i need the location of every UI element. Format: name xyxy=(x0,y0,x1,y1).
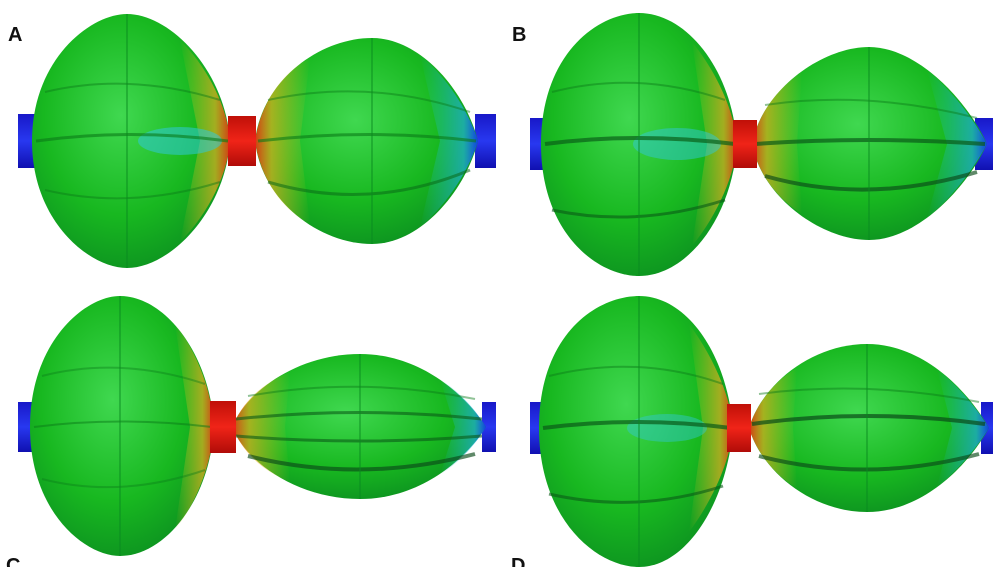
balloon-model-c xyxy=(18,296,496,556)
right-bulb xyxy=(749,344,989,512)
left-bulb xyxy=(32,14,230,268)
right-end-cap xyxy=(475,114,496,168)
left-bulb xyxy=(30,296,214,556)
panel-label: C xyxy=(6,555,21,567)
panel-a: A xyxy=(0,0,496,283)
neck-joint xyxy=(727,404,751,452)
panel-c: C xyxy=(0,284,496,567)
neck-joint xyxy=(733,120,757,168)
right-end-cap xyxy=(482,402,496,452)
panel-label: A xyxy=(8,24,23,46)
panel-d: D xyxy=(497,284,993,567)
neck-joint xyxy=(210,401,236,453)
balloon-model-a xyxy=(18,14,496,268)
panel-label: D xyxy=(511,555,526,567)
panel-b: B xyxy=(497,0,993,283)
balloon-model-b xyxy=(530,13,993,276)
neck-joint xyxy=(228,116,256,166)
panel-label: B xyxy=(512,24,527,46)
balloon-model-d xyxy=(530,296,993,567)
